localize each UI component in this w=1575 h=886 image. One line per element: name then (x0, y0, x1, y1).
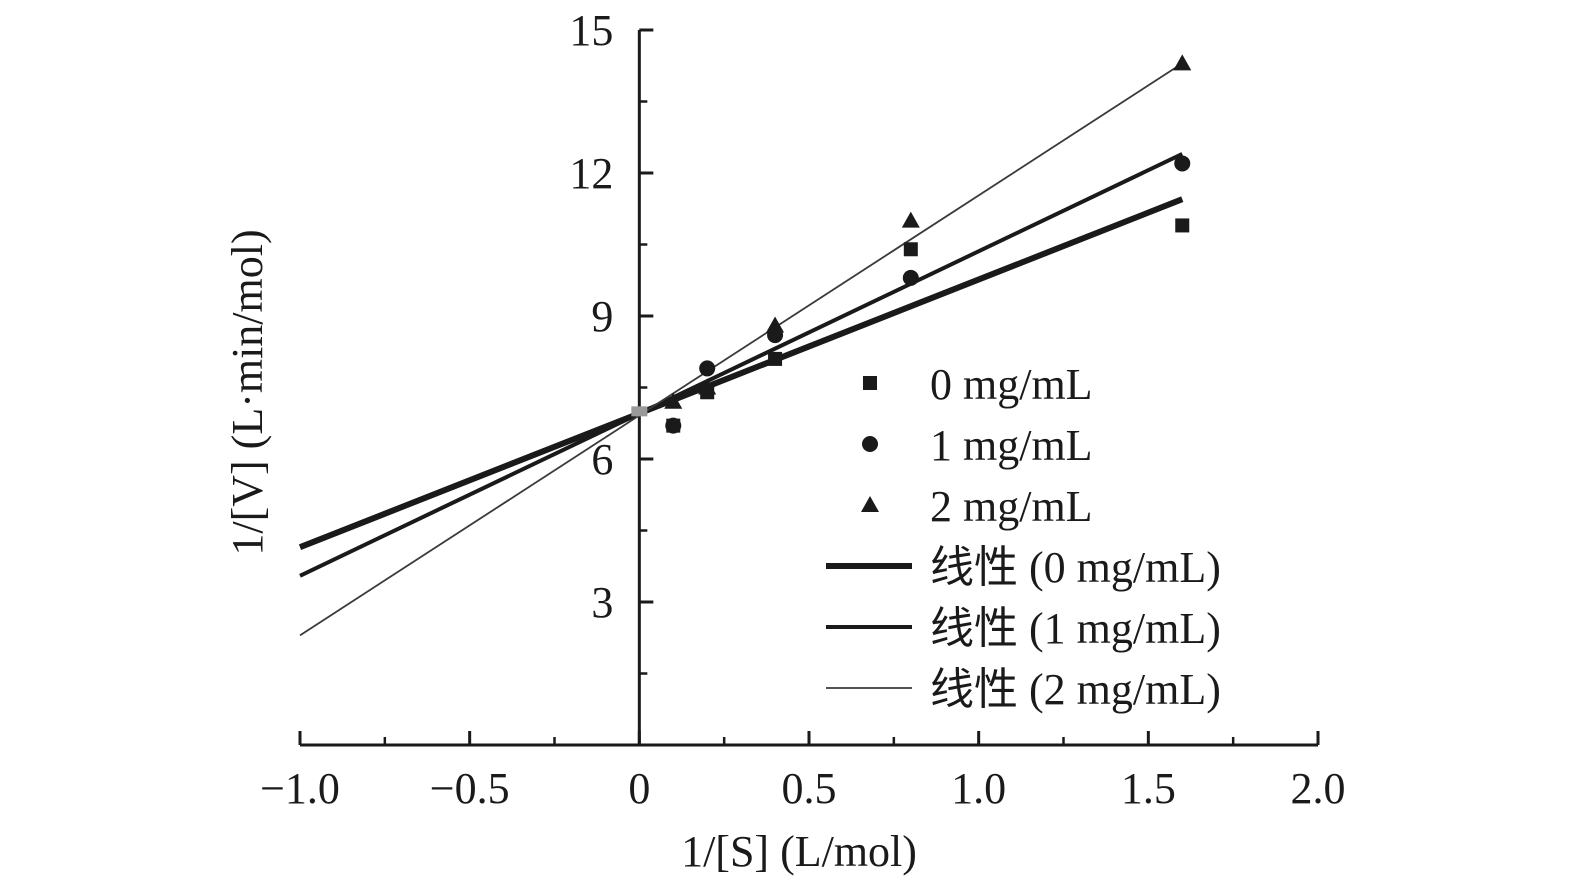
y-tick-label: 15 (569, 6, 613, 55)
data-point-square (768, 351, 783, 366)
data-point-triangle (766, 316, 785, 333)
y-tick-label: 9 (591, 292, 613, 341)
legend-label: 2 mg/mL (930, 482, 1093, 531)
x-tick-label: 0 (628, 764, 650, 813)
x-tick-label: 1.0 (951, 764, 1006, 813)
y-tick-label: 6 (591, 435, 613, 484)
data-point-triangle (664, 392, 683, 409)
data-points (664, 54, 1192, 434)
regression-line (298, 196, 1184, 550)
data-point-circle (665, 417, 682, 434)
data-point-square (1175, 218, 1190, 233)
data-point-triangle (698, 378, 717, 395)
legend-marker-triangle (861, 496, 879, 512)
x-axis-title: 1/[S] (L/mol) (681, 827, 917, 876)
data-point-circle (1174, 155, 1191, 172)
legend-label: 线性 (0 mg/mL) (930, 543, 1221, 592)
legend-label: 线性 (2 mg/mL) (930, 665, 1221, 714)
legend-label: 0 mg/mL (930, 360, 1093, 409)
regression-line (299, 62, 1183, 637)
x-tick-label: −1.0 (260, 764, 340, 813)
tick-labels: −1.0 −0.5 0 0.5 1.0 1.5 2.0 3 6 9 12 15 (260, 6, 1345, 813)
data-point-circle (699, 360, 716, 377)
legend: 0 mg/mL 1 mg/mL 2 mg/mL 线性 (0 mg/mL) 线性 (1 m… (826, 360, 1221, 714)
regression-line (299, 152, 1184, 578)
data-point-square (903, 242, 918, 257)
data-point-circle (902, 269, 919, 286)
data-point-triangle (901, 211, 920, 228)
x-tick-label: 1.5 (1121, 764, 1176, 813)
legend-label: 线性 (1 mg/mL) (930, 604, 1221, 653)
x-tick-label: −0.5 (430, 764, 510, 813)
intercept-marker (631, 406, 648, 417)
regression-lines (298, 62, 1184, 637)
x-tick-label: 0.5 (782, 764, 837, 813)
legend-marker-square (863, 376, 877, 390)
y-tick-label: 12 (569, 149, 613, 198)
axes (298, 28, 1320, 747)
y-axis-title: 1/[V] (L·min/mol) (223, 229, 272, 555)
data-point-triangle (1173, 54, 1192, 71)
x-tick-label: 2.0 (1291, 764, 1346, 813)
y-tick-label: 3 (591, 578, 613, 627)
legend-marker-circle (862, 436, 878, 452)
legend-label: 1 mg/mL (930, 421, 1093, 470)
